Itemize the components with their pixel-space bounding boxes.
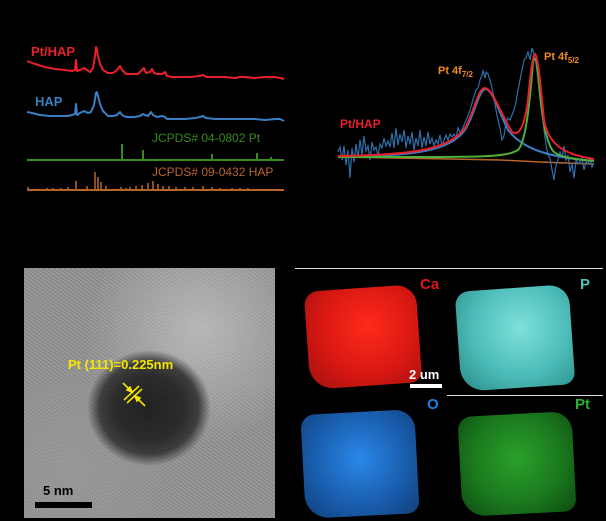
xrd-pthap-curve bbox=[26, 46, 285, 80]
xrd-label-pthap: Pt/HAP bbox=[31, 44, 76, 59]
tem-lattice-annotation: Pt (111)=0.225nm bbox=[68, 357, 174, 372]
xps-peak-label-4f52: Pt 4f5/2 bbox=[544, 51, 579, 65]
xps-envelope-fit bbox=[337, 52, 595, 160]
xps-peak2-sub: 5/2 bbox=[567, 56, 579, 65]
xrd-plot bbox=[26, 46, 285, 191]
xrd-label-hap: HAP bbox=[35, 94, 63, 109]
eds-scale-label: 2 um bbox=[409, 367, 440, 382]
eds-label-pt: Pt bbox=[575, 396, 590, 413]
eds-label-o: O bbox=[427, 396, 439, 413]
xrd-label-jcpds-pt: JCPDS# 04-0802 Pt bbox=[152, 131, 261, 145]
eds-panel: Ca P O Pt 2 um bbox=[295, 268, 606, 521]
xps-peak-label-4f72: Pt 4f7/2 bbox=[438, 65, 473, 79]
eds-top-border bbox=[295, 268, 603, 269]
eds-scale-bar bbox=[410, 384, 442, 388]
tem-image: Pt (111)=0.225nm 5 nm bbox=[24, 268, 275, 518]
eds-label-p: P bbox=[580, 276, 591, 293]
tem-scale-bar bbox=[35, 502, 92, 508]
xrd-label-jcpds-hap: JCPDS# 09-0432 HAP bbox=[152, 165, 274, 179]
eds-map-o bbox=[295, 396, 447, 521]
lattice-spacing-marker bbox=[35, 382, 146, 508]
xps-pt4f72-component bbox=[337, 88, 595, 162]
xps-sample-label: Pt/HAP bbox=[340, 117, 381, 131]
tem-scale-label: 5 nm bbox=[43, 483, 74, 498]
xps-peak1-sub: 7/2 bbox=[461, 70, 473, 79]
xrd-pt-sticks bbox=[121, 144, 272, 160]
eds-label-ca: Ca bbox=[420, 276, 440, 293]
eds-map-pt bbox=[448, 396, 603, 521]
eds-mid-border bbox=[447, 395, 603, 396]
xps-background-line bbox=[337, 156, 595, 165]
xps-raw-data bbox=[337, 47, 595, 181]
xps-peak1-main: Pt 4f bbox=[438, 65, 462, 77]
xrd-hap-curve bbox=[26, 91, 285, 122]
xps-plot bbox=[337, 47, 595, 181]
xps-panel: Pt/HAP Pt 4f7/2 Pt 4f5/2 bbox=[300, 0, 606, 250]
xps-peak2-main: Pt 4f bbox=[544, 51, 568, 63]
xrd-panel: Pt/HAP HAP JCPDS# 04-0802 Pt JCPDS# 09-0… bbox=[0, 0, 300, 250]
xrd-hap-sticks bbox=[27, 172, 249, 190]
